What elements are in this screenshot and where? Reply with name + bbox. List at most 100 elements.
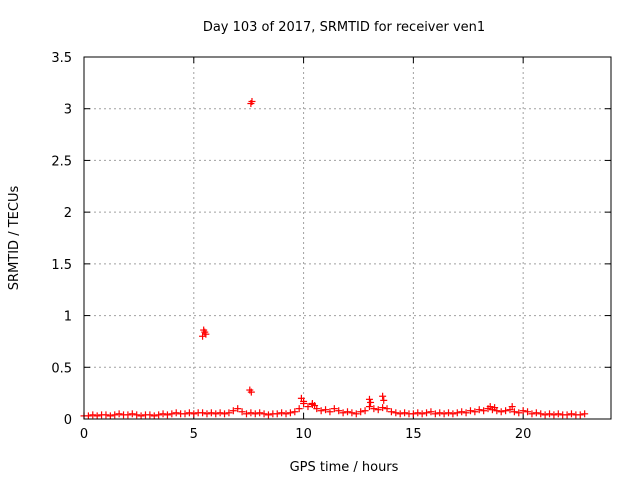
data-point: [229, 407, 237, 415]
data-point: [89, 411, 97, 419]
data-point: [352, 410, 360, 418]
data-point: [146, 411, 154, 419]
data-point: [93, 412, 101, 420]
y-tick-label: 1: [64, 310, 72, 325]
data-point: [190, 410, 198, 418]
data-point: [462, 409, 470, 417]
data-point: [199, 409, 207, 417]
data-point: [466, 407, 474, 415]
data-point: [365, 403, 373, 411]
data-points: [80, 97, 589, 420]
data-point: [278, 409, 286, 417]
data-point: [486, 403, 494, 411]
data-point: [554, 410, 562, 418]
data-point: [317, 407, 325, 415]
data-point: [576, 411, 584, 419]
data-point: [300, 397, 308, 405]
data-point: [532, 409, 540, 417]
data-point: [550, 411, 558, 419]
data-point: [528, 410, 536, 418]
data-point: [242, 410, 250, 418]
data-point: [497, 408, 505, 416]
axis-ticks: [83, 56, 611, 420]
data-point: [367, 398, 375, 406]
data-point: [172, 409, 180, 417]
y-tick-label: 3.5: [51, 51, 72, 66]
data-point: [502, 407, 510, 415]
data-point: [374, 406, 382, 414]
y-tick-label: 0.5: [51, 361, 72, 376]
data-point: [510, 408, 518, 416]
data-point: [234, 405, 242, 413]
data-point: [326, 408, 334, 416]
data-point: [387, 408, 395, 416]
data-point: [247, 409, 255, 417]
data-point: [247, 388, 255, 396]
data-point: [128, 410, 136, 418]
x-tick-label: 5: [190, 427, 198, 442]
data-point: [159, 410, 167, 418]
data-point: [361, 407, 369, 415]
x-tick-label: 0: [80, 427, 88, 442]
data-point: [115, 410, 123, 418]
data-point: [445, 409, 453, 417]
data-point: [264, 411, 272, 419]
data-point: [106, 412, 114, 420]
data-point: [436, 409, 444, 417]
data-point: [168, 410, 176, 418]
data-point: [212, 410, 220, 418]
data-point: [357, 408, 365, 416]
x-axis-label: GPS time / hours: [290, 460, 399, 475]
data-point: [322, 406, 330, 414]
data-point: [541, 411, 549, 419]
data-point: [311, 402, 319, 410]
data-point: [370, 405, 378, 413]
data-point: [431, 410, 439, 418]
data-point: [181, 410, 189, 418]
y-tick-label: 2.5: [51, 154, 72, 169]
data-point: [339, 409, 347, 417]
data-point: [137, 412, 145, 420]
data-point: [440, 410, 448, 418]
data-point: [392, 409, 400, 417]
data-point: [401, 409, 409, 417]
data-point: [471, 408, 479, 416]
data-point: [295, 405, 303, 413]
data-point: [163, 411, 171, 419]
data-point: [344, 408, 351, 416]
x-tick-label: 20: [515, 427, 532, 442]
data-point: [453, 409, 461, 417]
data-point: [396, 410, 404, 418]
data-point: [111, 411, 119, 419]
data-point: [427, 408, 435, 416]
data-point: [221, 410, 229, 418]
y-tick-label: 0: [64, 413, 72, 428]
data-point: [273, 410, 281, 418]
data-point: [383, 405, 391, 413]
data-point: [202, 330, 210, 338]
data-point: [348, 409, 356, 417]
data-point: [207, 409, 215, 417]
x-tick-label: 10: [295, 427, 312, 442]
y-tick-label: 2: [64, 206, 72, 221]
data-point: [491, 404, 499, 412]
data-point: [248, 97, 256, 105]
data-point: [515, 409, 523, 417]
data-point: [84, 412, 92, 420]
data-point: [251, 410, 259, 418]
y-tick-labels: 0 0.5 1 1.5 2 2.5 3 3.5: [51, 51, 72, 428]
data-point: [291, 408, 299, 416]
data-point: [286, 409, 294, 417]
data-point: [414, 409, 422, 417]
data-point: [185, 409, 193, 417]
data-point: [379, 404, 387, 412]
data-point: [282, 410, 290, 418]
y-tick-label: 1.5: [51, 258, 72, 273]
grid-lines: [84, 57, 611, 419]
data-point: [256, 409, 264, 417]
data-point: [304, 403, 312, 411]
x-tick-label: 15: [405, 427, 422, 442]
data-point: [546, 410, 554, 418]
data-point: [458, 408, 466, 416]
